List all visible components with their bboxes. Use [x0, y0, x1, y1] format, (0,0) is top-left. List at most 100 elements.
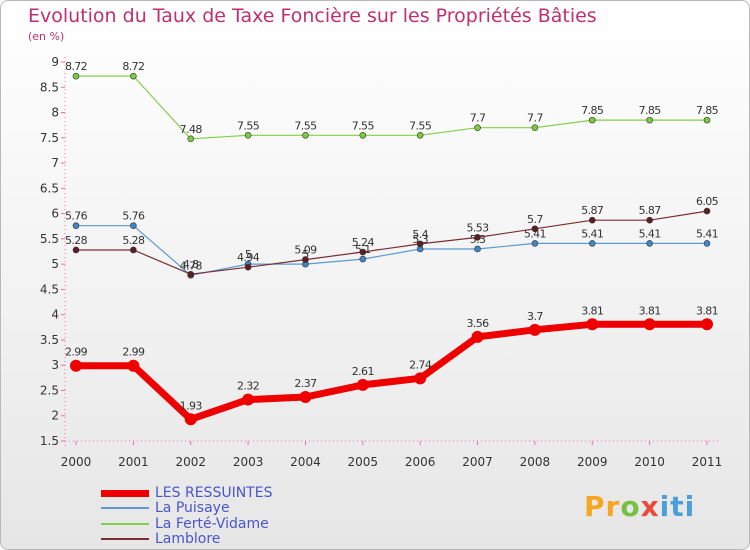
data-point-les-ressuintes [184, 413, 197, 426]
y-tick-label: 6 [51, 207, 59, 221]
data-label-la-fert-vidame: 7.7 [527, 112, 543, 125]
data-point-la-fert-vidame [130, 72, 137, 80]
y-tick-label: 7 [51, 156, 59, 170]
data-label-lamblore: 5.87 [581, 204, 604, 217]
data-point-lamblore [416, 240, 424, 248]
data-label-la-puisaye: 5.41 [639, 227, 661, 240]
data-point-les-ressuintes [356, 378, 369, 391]
y-tick-label: 3.5 [40, 333, 59, 347]
data-label-les-ressuintes: 2.74 [409, 358, 432, 371]
data-point-lamblore [474, 234, 481, 241]
y-tick-label: 3 [51, 358, 59, 372]
y-tick-label: 6.5 [40, 181, 59, 195]
x-tick-label: 2008 [520, 455, 551, 469]
legend-swatch-la-puisaye [101, 507, 149, 509]
data-label-la-fert-vidame: 7.48 [180, 123, 203, 136]
data-label-la-fert-vidame: 8.72 [122, 60, 144, 73]
data-label-la-puisaye: 5 [302, 248, 309, 261]
data-label-les-ressuintes: 3.7 [527, 310, 543, 323]
data-point-la-fert-vidame [474, 124, 481, 131]
data-label-la-puisaye: 4.78 [180, 259, 203, 272]
x-tick-label: 2007 [462, 455, 493, 469]
data-point-lamblore [703, 207, 711, 215]
legend-label-les-ressuintes: LES RESSUINTES [155, 485, 273, 501]
data-point-la-fert-vidame [416, 131, 424, 139]
x-tick-label: 2006 [405, 455, 436, 469]
data-point-la-fert-vidame [703, 116, 711, 124]
y-tick-label: 2 [51, 409, 59, 423]
y-tick-label: 8.5 [40, 80, 59, 94]
data-label-les-ressuintes: 2.32 [237, 380, 259, 393]
data-point-la-puisaye [474, 245, 481, 253]
data-point-la-puisaye [646, 240, 653, 247]
data-label-lamblore: 6.05 [696, 195, 719, 208]
x-tick-label: 2002 [175, 455, 206, 469]
data-point-la-fert-vidame [187, 135, 195, 143]
y-tick-label: 4 [51, 308, 59, 322]
legend-item-lamblore: Lamblore [101, 531, 361, 547]
data-point-les-ressuintes [528, 323, 541, 336]
series-line-les-ressuintes [72, 320, 711, 423]
data-label-lamblore: 5.28 [65, 234, 88, 247]
chart-title: Evolution du Taux de Taxe Foncière sur l… [28, 5, 597, 27]
proxiti-logo: Proxiti [584, 490, 696, 523]
data-point-la-puisaye [588, 240, 596, 247]
data-point-la-puisaye [359, 255, 367, 263]
x-tick-label: 2004 [290, 455, 321, 469]
x-tick-label: 2005 [348, 455, 379, 469]
x-tick-label: 2010 [634, 455, 665, 469]
y-axis-unit-label: (en %) [28, 30, 65, 43]
data-label-lamblore: 4.94 [237, 251, 260, 264]
data-point-la-puisaye [130, 222, 137, 230]
y-tick-label: 4.5 [40, 282, 59, 296]
data-label-lamblore: 4.8 [183, 258, 199, 271]
data-point-les-ressuintes [127, 359, 140, 372]
data-point-la-fert-vidame [359, 131, 367, 139]
data-label-les-ressuintes: 3.81 [696, 304, 718, 317]
data-point-la-puisaye [703, 240, 711, 247]
legend-item-la-puisaye: La Puisaye [101, 500, 361, 516]
data-label-lamblore: 5.87 [639, 204, 662, 217]
data-label-la-fert-vidame: 7.55 [237, 119, 260, 132]
data-label-la-fert-vidame: 7.55 [409, 119, 432, 132]
x-tick-label: 2011 [692, 455, 723, 469]
data-point-la-fert-vidame [244, 131, 252, 139]
data-point-lamblore [130, 246, 137, 254]
data-label-les-ressuintes: 2.99 [122, 346, 145, 359]
data-label-la-puisaye: 5.76 [65, 210, 88, 223]
data-label-lamblore: 5.4 [412, 228, 428, 241]
legend-item-la-ferte-vidame: La Ferté-Vidame [101, 516, 361, 532]
data-point-les-ressuintes [70, 359, 82, 372]
data-label-la-fert-vidame: 7.85 [581, 104, 604, 117]
data-label-la-fert-vidame: 7.7 [470, 112, 486, 125]
series-line-lamblore [75, 210, 708, 275]
data-point-la-fert-vidame [72, 72, 80, 80]
data-label-la-puisaye: 5.41 [581, 227, 603, 240]
data-point-la-puisaye [531, 240, 539, 247]
data-label-lamblore: 5.7 [527, 213, 543, 226]
data-label-les-ressuintes: 2.37 [294, 377, 317, 390]
data-point-la-fert-vidame [302, 131, 309, 139]
data-label-la-fert-vidame: 8.72 [65, 60, 87, 73]
data-label-les-ressuintes: 2.99 [65, 346, 88, 359]
data-point-les-ressuintes [299, 391, 312, 404]
data-label-la-puisaye: 5.41 [524, 227, 546, 240]
data-point-la-puisaye [72, 222, 80, 230]
legend-swatch-les-ressuintes [101, 490, 149, 497]
data-label-lamblore: 5.28 [122, 234, 145, 247]
data-label-lamblore: 5.53 [466, 221, 489, 234]
data-point-lamblore [531, 225, 539, 233]
y-tick-label: 8 [51, 106, 59, 120]
data-label-la-puisaye: 5 [245, 248, 252, 261]
data-point-les-ressuintes [701, 318, 713, 331]
data-label-la-puisaye: 5.76 [122, 210, 145, 223]
data-point-lamblore [302, 256, 309, 263]
data-point-la-fert-vidame [531, 124, 539, 131]
data-point-lamblore [588, 216, 596, 224]
x-tick-label: 2000 [61, 455, 92, 469]
data-point-les-ressuintes [586, 318, 599, 331]
x-tick-label: 2009 [577, 455, 608, 469]
data-point-la-fert-vidame [646, 116, 653, 124]
